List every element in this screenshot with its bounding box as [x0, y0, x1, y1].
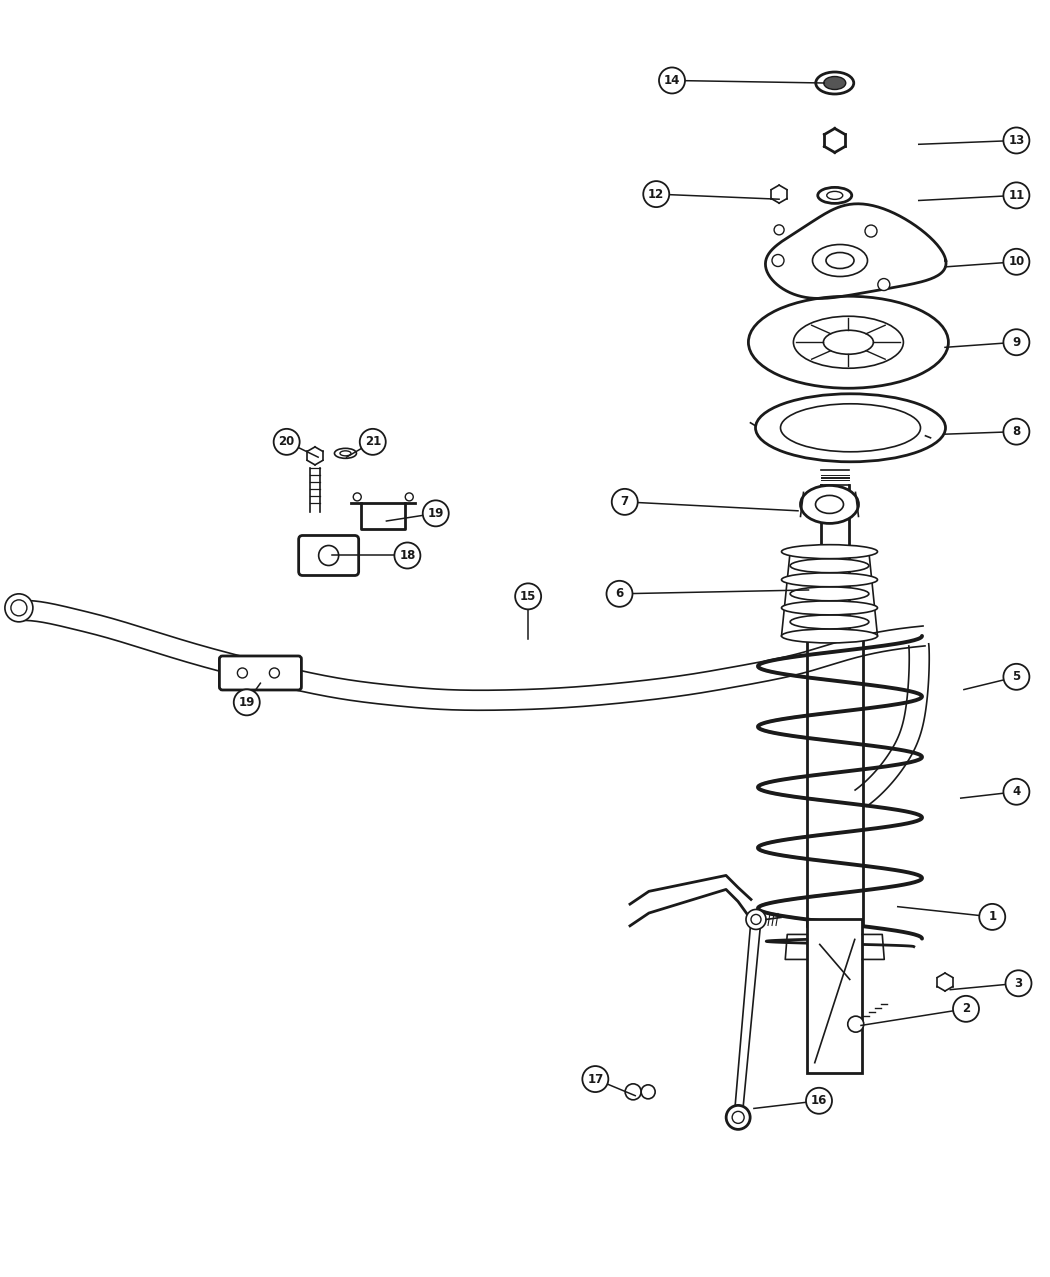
Text: 5: 5	[1012, 670, 1021, 683]
Circle shape	[5, 594, 33, 622]
Circle shape	[270, 668, 279, 678]
Ellipse shape	[781, 573, 878, 586]
Ellipse shape	[816, 72, 854, 94]
Circle shape	[607, 581, 632, 607]
Circle shape	[1006, 971, 1031, 996]
Circle shape	[806, 1088, 832, 1114]
Ellipse shape	[781, 545, 878, 558]
Text: 7: 7	[621, 495, 629, 508]
Circle shape	[865, 225, 877, 238]
Text: 14: 14	[664, 74, 680, 87]
Circle shape	[612, 489, 637, 515]
Text: 19: 19	[238, 696, 255, 709]
Circle shape	[1004, 779, 1029, 805]
Text: 10: 10	[1008, 255, 1025, 268]
Text: 13: 13	[1008, 134, 1025, 147]
Ellipse shape	[335, 448, 356, 458]
Ellipse shape	[823, 331, 874, 354]
Circle shape	[878, 278, 889, 291]
Polygon shape	[765, 204, 946, 299]
Circle shape	[1004, 664, 1029, 690]
Text: 12: 12	[648, 188, 665, 200]
Circle shape	[1004, 183, 1029, 208]
Circle shape	[774, 225, 784, 235]
Circle shape	[659, 68, 685, 93]
Circle shape	[751, 914, 761, 925]
Circle shape	[644, 181, 669, 207]
Circle shape	[1004, 419, 1029, 444]
Text: 8: 8	[1012, 425, 1021, 438]
Text: 3: 3	[1014, 977, 1023, 990]
Text: 17: 17	[587, 1073, 604, 1085]
Circle shape	[732, 1111, 744, 1124]
Text: 21: 21	[364, 435, 381, 448]
Text: 1: 1	[988, 911, 996, 923]
Circle shape	[318, 545, 339, 566]
Text: 4: 4	[1012, 785, 1021, 798]
Text: 6: 6	[615, 587, 624, 600]
Circle shape	[847, 1016, 864, 1032]
Text: 11: 11	[1008, 189, 1025, 202]
Circle shape	[237, 668, 248, 678]
Circle shape	[360, 429, 385, 455]
Circle shape	[10, 600, 27, 616]
Ellipse shape	[791, 587, 868, 600]
Circle shape	[353, 493, 361, 501]
Ellipse shape	[791, 559, 868, 572]
Circle shape	[516, 584, 541, 609]
Circle shape	[1004, 128, 1029, 153]
Circle shape	[1004, 329, 1029, 355]
Ellipse shape	[749, 296, 948, 388]
Ellipse shape	[791, 616, 868, 628]
Circle shape	[423, 501, 448, 526]
Ellipse shape	[800, 485, 859, 524]
Ellipse shape	[824, 77, 845, 89]
Ellipse shape	[818, 188, 852, 203]
Ellipse shape	[781, 630, 878, 642]
Circle shape	[727, 1106, 750, 1129]
Ellipse shape	[794, 317, 903, 368]
Ellipse shape	[756, 393, 945, 462]
Ellipse shape	[826, 192, 843, 199]
Text: 15: 15	[520, 590, 537, 603]
FancyBboxPatch shape	[219, 656, 301, 690]
Bar	[807, 919, 862, 1073]
Text: 9: 9	[1012, 336, 1021, 349]
Circle shape	[642, 1085, 655, 1098]
Circle shape	[953, 996, 979, 1022]
Ellipse shape	[780, 404, 921, 452]
Text: 2: 2	[962, 1002, 970, 1015]
Circle shape	[395, 543, 420, 568]
FancyBboxPatch shape	[298, 535, 359, 576]
Text: 18: 18	[399, 549, 416, 562]
Text: 19: 19	[427, 507, 444, 520]
Circle shape	[980, 904, 1005, 930]
Circle shape	[405, 493, 414, 501]
Ellipse shape	[813, 244, 867, 277]
Ellipse shape	[826, 253, 854, 268]
Circle shape	[583, 1066, 608, 1092]
Circle shape	[234, 690, 259, 715]
Circle shape	[746, 909, 766, 930]
Circle shape	[625, 1084, 642, 1099]
Ellipse shape	[781, 601, 878, 614]
Ellipse shape	[816, 495, 843, 513]
Text: 20: 20	[278, 435, 295, 448]
Circle shape	[772, 254, 784, 267]
Text: 16: 16	[811, 1094, 827, 1107]
Ellipse shape	[340, 451, 351, 456]
Circle shape	[274, 429, 299, 455]
Circle shape	[1004, 249, 1029, 275]
